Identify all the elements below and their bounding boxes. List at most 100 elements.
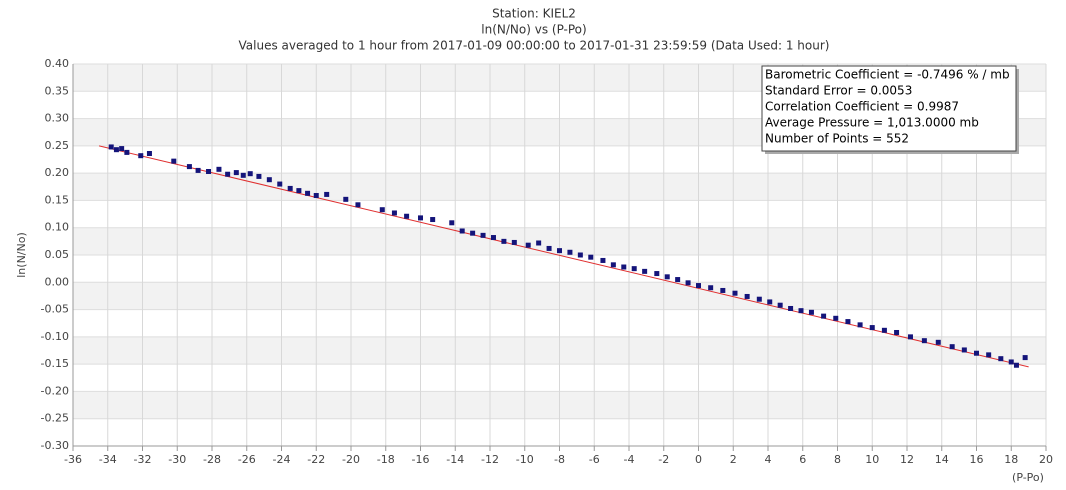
stats-box xyxy=(761,65,1017,152)
point xyxy=(685,280,691,286)
point xyxy=(777,302,783,308)
point xyxy=(305,190,311,196)
point xyxy=(536,240,542,246)
point xyxy=(525,242,531,248)
point xyxy=(675,277,681,283)
point xyxy=(501,238,507,244)
x-tick-label: 4 xyxy=(765,453,772,466)
point xyxy=(821,313,827,319)
point xyxy=(247,171,253,177)
y-tick-label: -0.10 xyxy=(41,330,69,343)
x-tick-label: -14 xyxy=(446,453,464,466)
annotation: Barometric Coefficient = -0.7496 % / mb xyxy=(765,68,1010,82)
point xyxy=(138,153,144,159)
x-tick-label: 6 xyxy=(799,453,806,466)
point xyxy=(833,315,839,321)
point xyxy=(720,287,726,293)
point xyxy=(744,293,750,299)
point xyxy=(470,230,476,236)
x-tick-label: -6 xyxy=(589,453,600,466)
x-tick-label: -12 xyxy=(481,453,499,466)
x-tick-label: 16 xyxy=(970,453,984,466)
x-tick-label: -20 xyxy=(342,453,360,466)
y-tick-label: 0.10 xyxy=(45,221,70,234)
point xyxy=(935,339,941,345)
annotation: Correlation Coefficient = 0.9987 xyxy=(765,100,959,114)
point xyxy=(869,325,875,331)
annotation: Number of Points = 552 xyxy=(765,132,909,146)
x-tick-label: -2 xyxy=(658,453,669,466)
point xyxy=(404,213,410,219)
point xyxy=(907,334,913,340)
point xyxy=(808,309,814,315)
y-tick-label: 0.15 xyxy=(45,193,70,206)
point xyxy=(146,150,152,156)
x-tick-label: -36 xyxy=(64,453,82,466)
y-tick-label: 0.30 xyxy=(45,112,70,125)
point xyxy=(343,196,349,202)
point xyxy=(631,266,637,272)
point xyxy=(961,347,967,353)
point xyxy=(480,232,486,238)
point xyxy=(266,177,272,183)
point xyxy=(233,170,239,176)
x-tick-label: -30 xyxy=(168,453,186,466)
y-tick-label: 0.05 xyxy=(45,248,70,261)
x-tick-label: -24 xyxy=(273,453,291,466)
point xyxy=(845,319,851,325)
x-tick-label: 0 xyxy=(695,453,702,466)
point xyxy=(610,262,616,268)
point xyxy=(546,245,552,251)
point xyxy=(708,285,714,291)
point xyxy=(240,172,246,178)
point xyxy=(379,207,385,213)
point xyxy=(186,164,192,170)
x-tick-label: -18 xyxy=(377,453,395,466)
point xyxy=(986,352,992,358)
point xyxy=(857,322,863,328)
x-tick-label: 14 xyxy=(935,453,949,466)
x-tick-label: -22 xyxy=(307,453,325,466)
point xyxy=(974,350,979,356)
point xyxy=(119,146,125,152)
y-tick-label: -0.15 xyxy=(41,357,69,370)
point xyxy=(449,220,455,226)
y-tick-label: -0.20 xyxy=(41,384,69,397)
point xyxy=(642,268,648,274)
point xyxy=(577,252,583,258)
point xyxy=(600,257,606,263)
point xyxy=(756,296,762,302)
x-tick-label: 2 xyxy=(730,453,737,466)
point xyxy=(654,271,660,277)
point xyxy=(881,327,887,333)
x-tick-label: -26 xyxy=(238,453,256,466)
chart-subtitle: Values averaged to 1 hour from 2017-01-0… xyxy=(239,39,830,53)
point xyxy=(788,305,794,311)
x-tick-label: -16 xyxy=(412,453,430,466)
x-tick-label: -4 xyxy=(624,453,635,466)
x-tick-label: 8 xyxy=(834,453,841,466)
y-tick-label: -0.30 xyxy=(41,439,69,452)
y-tick-label: 0.00 xyxy=(45,275,70,288)
point xyxy=(511,239,517,245)
point xyxy=(195,167,201,173)
point xyxy=(696,283,701,289)
point xyxy=(664,274,670,280)
point xyxy=(1022,355,1028,361)
annotation: Average Pressure = 1,013.0000 mb xyxy=(765,116,979,130)
x-tick-label: -34 xyxy=(99,453,117,466)
x-tick-label: 20 xyxy=(1039,453,1053,466)
point xyxy=(459,228,465,234)
point xyxy=(567,249,573,255)
x-tick-label: -32 xyxy=(134,453,152,466)
point xyxy=(557,248,562,254)
annotation: Standard Error = 0.0053 xyxy=(765,84,912,98)
y-tick-label: 0.40 xyxy=(45,57,70,70)
point xyxy=(621,264,627,270)
x-tick-label: -10 xyxy=(516,453,534,466)
point xyxy=(216,166,222,172)
point xyxy=(277,181,283,187)
y-tick-label: -0.05 xyxy=(41,303,69,316)
x-axis-label: (P-Po) xyxy=(1012,471,1044,484)
